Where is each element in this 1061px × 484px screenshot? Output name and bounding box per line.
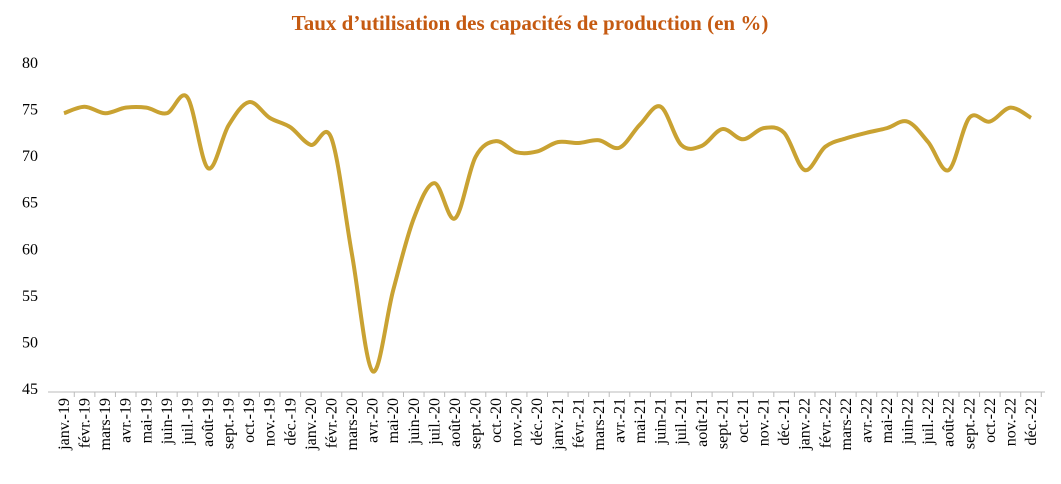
x-tick-label: nov.-21 bbox=[756, 398, 773, 446]
x-tick-label: janv.-20 bbox=[303, 398, 320, 451]
x-tick-label: juil.-22 bbox=[920, 398, 937, 446]
x-tick-label: janv.-22 bbox=[797, 398, 814, 451]
x-tick-label: juin-19 bbox=[159, 398, 176, 445]
x-tick-label: oct.-22 bbox=[982, 398, 999, 443]
x-tick-label: mars-22 bbox=[838, 398, 855, 450]
x-tick-label: déc.-21 bbox=[776, 398, 793, 446]
x-tick-label: oct.-19 bbox=[241, 398, 258, 443]
y-tick-label: 65 bbox=[22, 195, 38, 212]
y-tick-label: 55 bbox=[22, 288, 38, 305]
x-tick-label: févr.-22 bbox=[817, 398, 834, 448]
x-tick-label: sept.-19 bbox=[221, 398, 238, 449]
y-tick-label: 70 bbox=[22, 148, 38, 165]
y-tick-label: 75 bbox=[22, 102, 38, 119]
x-tick-label: mars-21 bbox=[591, 398, 608, 450]
x-tick-label: août-21 bbox=[694, 398, 711, 447]
x-tick-label: nov.-19 bbox=[262, 398, 279, 446]
x-tick-label: févr.-20 bbox=[323, 398, 340, 448]
x-tick-label: janv.-19 bbox=[56, 398, 73, 451]
x-tick-label: sept.-22 bbox=[961, 398, 978, 449]
x-tick-label: oct.-20 bbox=[488, 398, 505, 443]
x-tick-label: juil.-19 bbox=[179, 398, 196, 446]
x-tick-label: févr.-21 bbox=[570, 398, 587, 448]
x-tick-label: mars-19 bbox=[97, 398, 114, 450]
x-tick-label: mai-21 bbox=[632, 398, 649, 443]
x-tick-label: sept.-20 bbox=[467, 398, 484, 449]
x-tick-label: déc.-22 bbox=[1023, 398, 1040, 446]
x-tick-label: janv.-21 bbox=[550, 398, 567, 451]
x-tick-label: avr.-21 bbox=[612, 398, 629, 443]
x-tick-label: déc.-19 bbox=[282, 398, 299, 446]
y-tick-label: 45 bbox=[22, 381, 38, 398]
x-tick-label: nov.-22 bbox=[1002, 398, 1019, 446]
x-tick-label: juin-21 bbox=[653, 398, 670, 445]
x-tick-label: sept.-21 bbox=[714, 398, 731, 449]
x-tick-label: févr.-19 bbox=[77, 398, 94, 448]
x-tick-label: juil.-20 bbox=[426, 398, 443, 446]
x-tick-label: août-22 bbox=[941, 398, 958, 447]
line-series bbox=[63, 93, 1033, 374]
x-tick-label: juil.-21 bbox=[673, 398, 690, 446]
y-tick-label: 60 bbox=[22, 241, 38, 258]
x-tick-label: avr.-19 bbox=[118, 398, 135, 443]
x-tick-label: avr.-20 bbox=[365, 398, 382, 443]
y-tick-label: 80 bbox=[22, 55, 38, 72]
x-tick-label: août-19 bbox=[200, 398, 217, 447]
x-tick-label: mai-20 bbox=[385, 398, 402, 443]
y-tick-label: 50 bbox=[22, 334, 38, 351]
x-tick-label: déc.-20 bbox=[529, 398, 546, 446]
x-tick-label: mai-22 bbox=[879, 398, 896, 443]
x-tick-label: mars-20 bbox=[344, 398, 361, 450]
x-tick-label: août-20 bbox=[447, 398, 464, 447]
x-tick-label: oct.-21 bbox=[735, 398, 752, 443]
x-tick-label: juin-20 bbox=[406, 398, 423, 445]
x-tick-label: nov.-20 bbox=[509, 398, 526, 446]
x-tick-label: mai-19 bbox=[138, 398, 155, 443]
x-tick-label: juin-22 bbox=[900, 398, 917, 445]
chart-title: Taux d’utilisation des capacités de prod… bbox=[292, 11, 769, 35]
x-tick-label: avr.-22 bbox=[858, 398, 875, 443]
